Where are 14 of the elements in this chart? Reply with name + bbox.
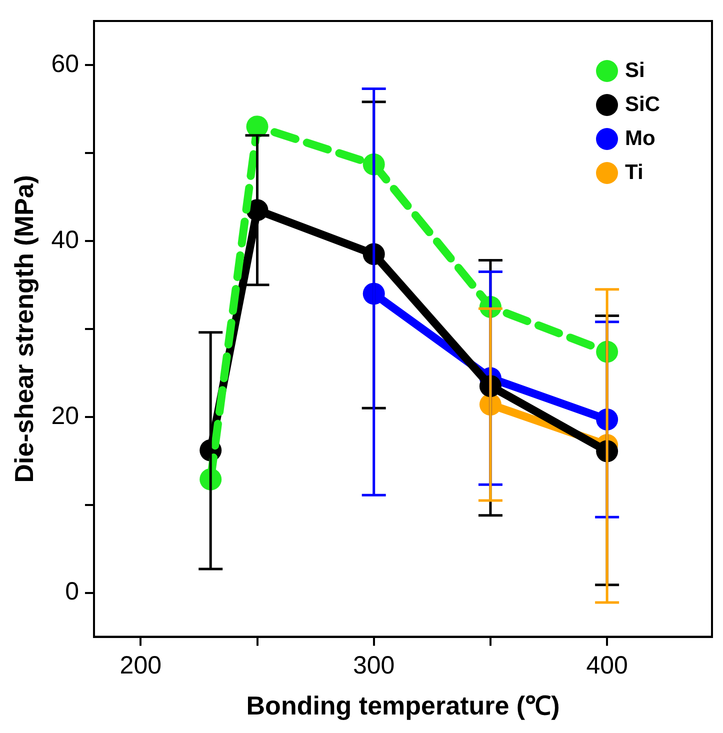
- legend-label: SiC: [625, 92, 660, 116]
- x-tick-label: 400: [586, 652, 628, 680]
- point: [246, 116, 268, 138]
- y-tick-label: 40: [51, 226, 80, 254]
- legend-label: Mo: [625, 126, 656, 150]
- y-axis-title: Die-shear strength (MPa): [8, 175, 39, 483]
- y-tick-label: 20: [51, 402, 80, 430]
- x-tick-label: 200: [120, 652, 162, 680]
- y-tick-label: 0: [65, 578, 80, 606]
- x-tick-label: 300: [352, 652, 395, 680]
- y-tick-label: 60: [51, 50, 80, 78]
- legend-label: Ti: [625, 160, 644, 184]
- legend-label: Si: [625, 58, 645, 82]
- x-axis-title: Bonding temperature (℃): [246, 690, 560, 721]
